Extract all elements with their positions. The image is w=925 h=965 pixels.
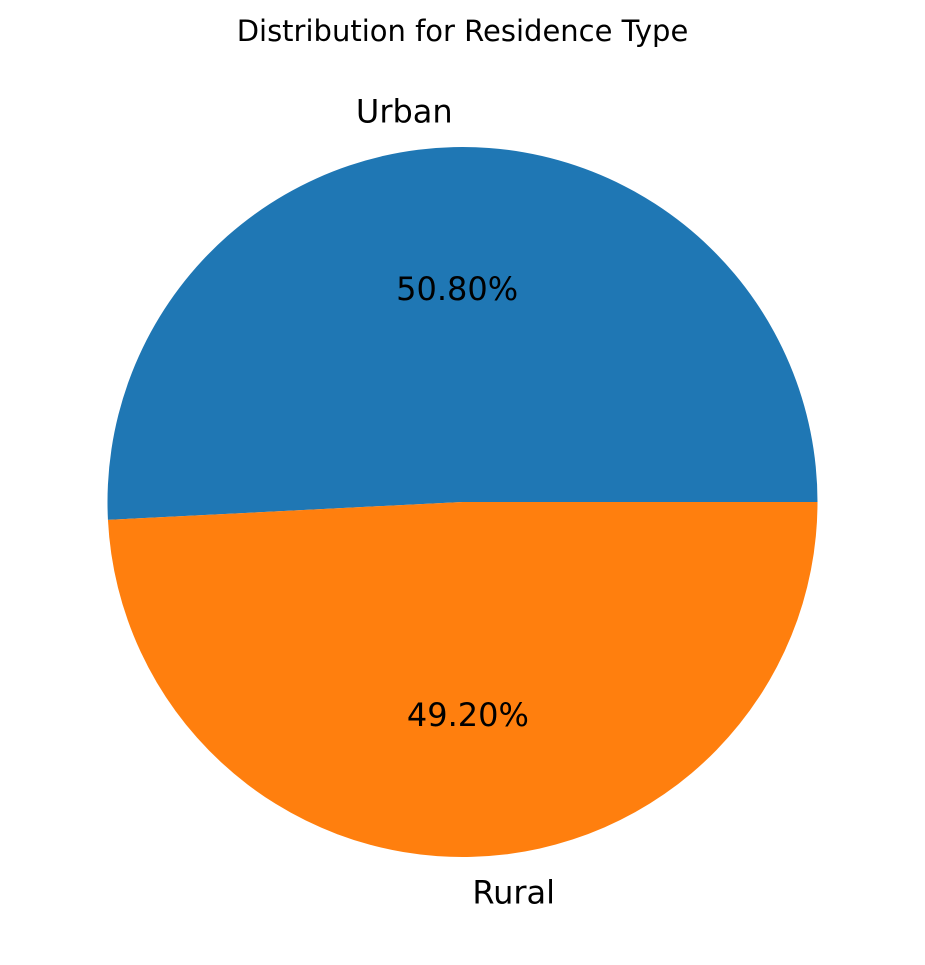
pie-labels: Urban 50.80% Rural 49.20% bbox=[356, 93, 555, 912]
slice-label-rural: Rural bbox=[472, 873, 555, 911]
slice-label-urban: Urban bbox=[356, 93, 453, 131]
slice-percent-urban: 50.80% bbox=[396, 270, 518, 308]
pie-slices bbox=[107, 146, 818, 857]
pie-slice-rural bbox=[107, 502, 818, 857]
slice-percent-rural: 49.20% bbox=[407, 696, 529, 734]
chart-title: Distribution for Residence Type bbox=[236, 14, 689, 48]
pie-slice-urban bbox=[107, 146, 818, 520]
